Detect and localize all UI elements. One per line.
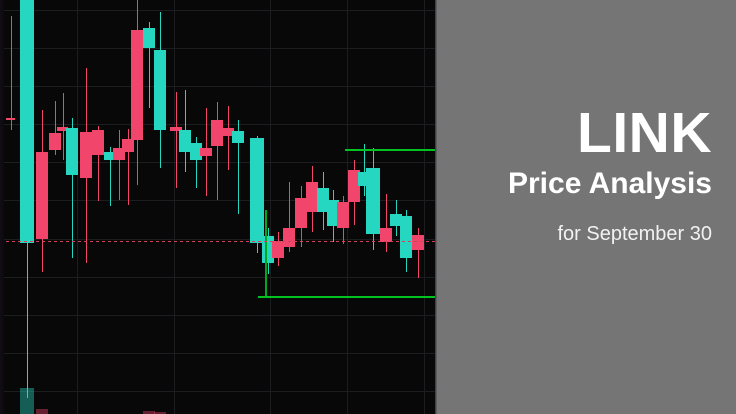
candle-wick bbox=[289, 182, 290, 252]
candle-wick bbox=[196, 137, 197, 188]
candle-body bbox=[154, 50, 166, 130]
resistance-line[interactable] bbox=[345, 149, 437, 151]
candle-wick bbox=[72, 118, 73, 258]
horizontal-gridline bbox=[0, 10, 437, 11]
candle-body bbox=[232, 131, 244, 143]
candle-body bbox=[283, 228, 295, 247]
candle-body bbox=[327, 200, 339, 226]
date-label: for September 30 bbox=[557, 223, 712, 245]
candle-body bbox=[104, 152, 116, 160]
volume-bar bbox=[154, 412, 166, 414]
candle-body bbox=[380, 228, 392, 242]
candle-body bbox=[143, 28, 155, 48]
panel-divider bbox=[435, 0, 437, 414]
candle-wick bbox=[386, 194, 387, 252]
vertical-gridline bbox=[174, 0, 175, 414]
candle-body bbox=[20, 0, 34, 243]
info-panel: LINK Price Analysis for September 30 bbox=[437, 0, 736, 414]
candle-body bbox=[222, 128, 234, 136]
candle-body bbox=[122, 139, 134, 152]
candle-wick bbox=[418, 228, 419, 278]
last-price-line bbox=[0, 241, 437, 242]
title-block: LINK Price Analysis for September 30 bbox=[452, 104, 712, 248]
candlestick-chart[interactable] bbox=[0, 0, 437, 414]
candle-wick bbox=[364, 144, 365, 196]
horizontal-gridline bbox=[0, 48, 437, 49]
chart-left-edge bbox=[0, 0, 4, 414]
horizontal-gridline bbox=[0, 315, 437, 316]
candle-body bbox=[412, 235, 424, 250]
candle-body bbox=[295, 198, 307, 228]
candle-body bbox=[272, 241, 284, 258]
candle-body bbox=[131, 30, 143, 140]
candle-wick bbox=[62, 93, 64, 160]
candle-body bbox=[200, 148, 212, 156]
candle-body bbox=[80, 132, 92, 178]
support-anchor-line[interactable] bbox=[265, 210, 267, 296]
horizontal-gridline bbox=[0, 86, 437, 87]
candle-body bbox=[190, 143, 202, 160]
candle-wick bbox=[98, 126, 99, 201]
candle-body bbox=[57, 127, 68, 131]
candle-body bbox=[366, 168, 380, 234]
candle-wick bbox=[238, 120, 239, 214]
candle-body bbox=[6, 118, 15, 120]
candle-body bbox=[36, 152, 48, 239]
horizontal-gridline bbox=[0, 353, 437, 354]
candle-body bbox=[337, 202, 349, 228]
page-subtitle: Price Analysis bbox=[507, 167, 712, 200]
horizontal-gridline bbox=[0, 239, 437, 240]
vertical-gridline bbox=[270, 0, 271, 414]
candle-body bbox=[49, 133, 61, 150]
candle-body bbox=[66, 128, 78, 175]
support-line[interactable] bbox=[258, 296, 437, 298]
candle-wick bbox=[228, 106, 229, 170]
candle-wick bbox=[128, 129, 129, 205]
candle-wick bbox=[110, 147, 111, 206]
candle-body bbox=[170, 127, 182, 131]
volume-bar bbox=[36, 409, 48, 414]
candle-body bbox=[348, 170, 360, 202]
candle-body bbox=[390, 214, 402, 226]
candle-body bbox=[317, 188, 329, 212]
candle-wick bbox=[119, 130, 120, 200]
vertical-gridline bbox=[77, 0, 78, 414]
candle-wick bbox=[176, 92, 177, 188]
candle-body bbox=[250, 138, 264, 243]
horizontal-gridline bbox=[0, 391, 437, 392]
candle-body bbox=[92, 130, 104, 155]
vertical-gridline bbox=[424, 0, 425, 414]
candle-wick bbox=[217, 102, 218, 200]
volume-bar bbox=[143, 411, 155, 414]
candle-body bbox=[211, 120, 223, 146]
candle-body bbox=[179, 130, 191, 152]
candle-wick bbox=[55, 101, 56, 155]
candle-wick bbox=[149, 22, 150, 108]
candle-body bbox=[306, 182, 318, 212]
horizontal-gridline bbox=[0, 277, 437, 278]
volume-bar bbox=[20, 388, 34, 414]
horizontal-gridline bbox=[0, 162, 437, 163]
candle-wick bbox=[10, 16, 12, 130]
horizontal-gridline bbox=[0, 200, 437, 201]
candle-body bbox=[400, 216, 412, 258]
page-title: LINK bbox=[577, 101, 712, 165]
